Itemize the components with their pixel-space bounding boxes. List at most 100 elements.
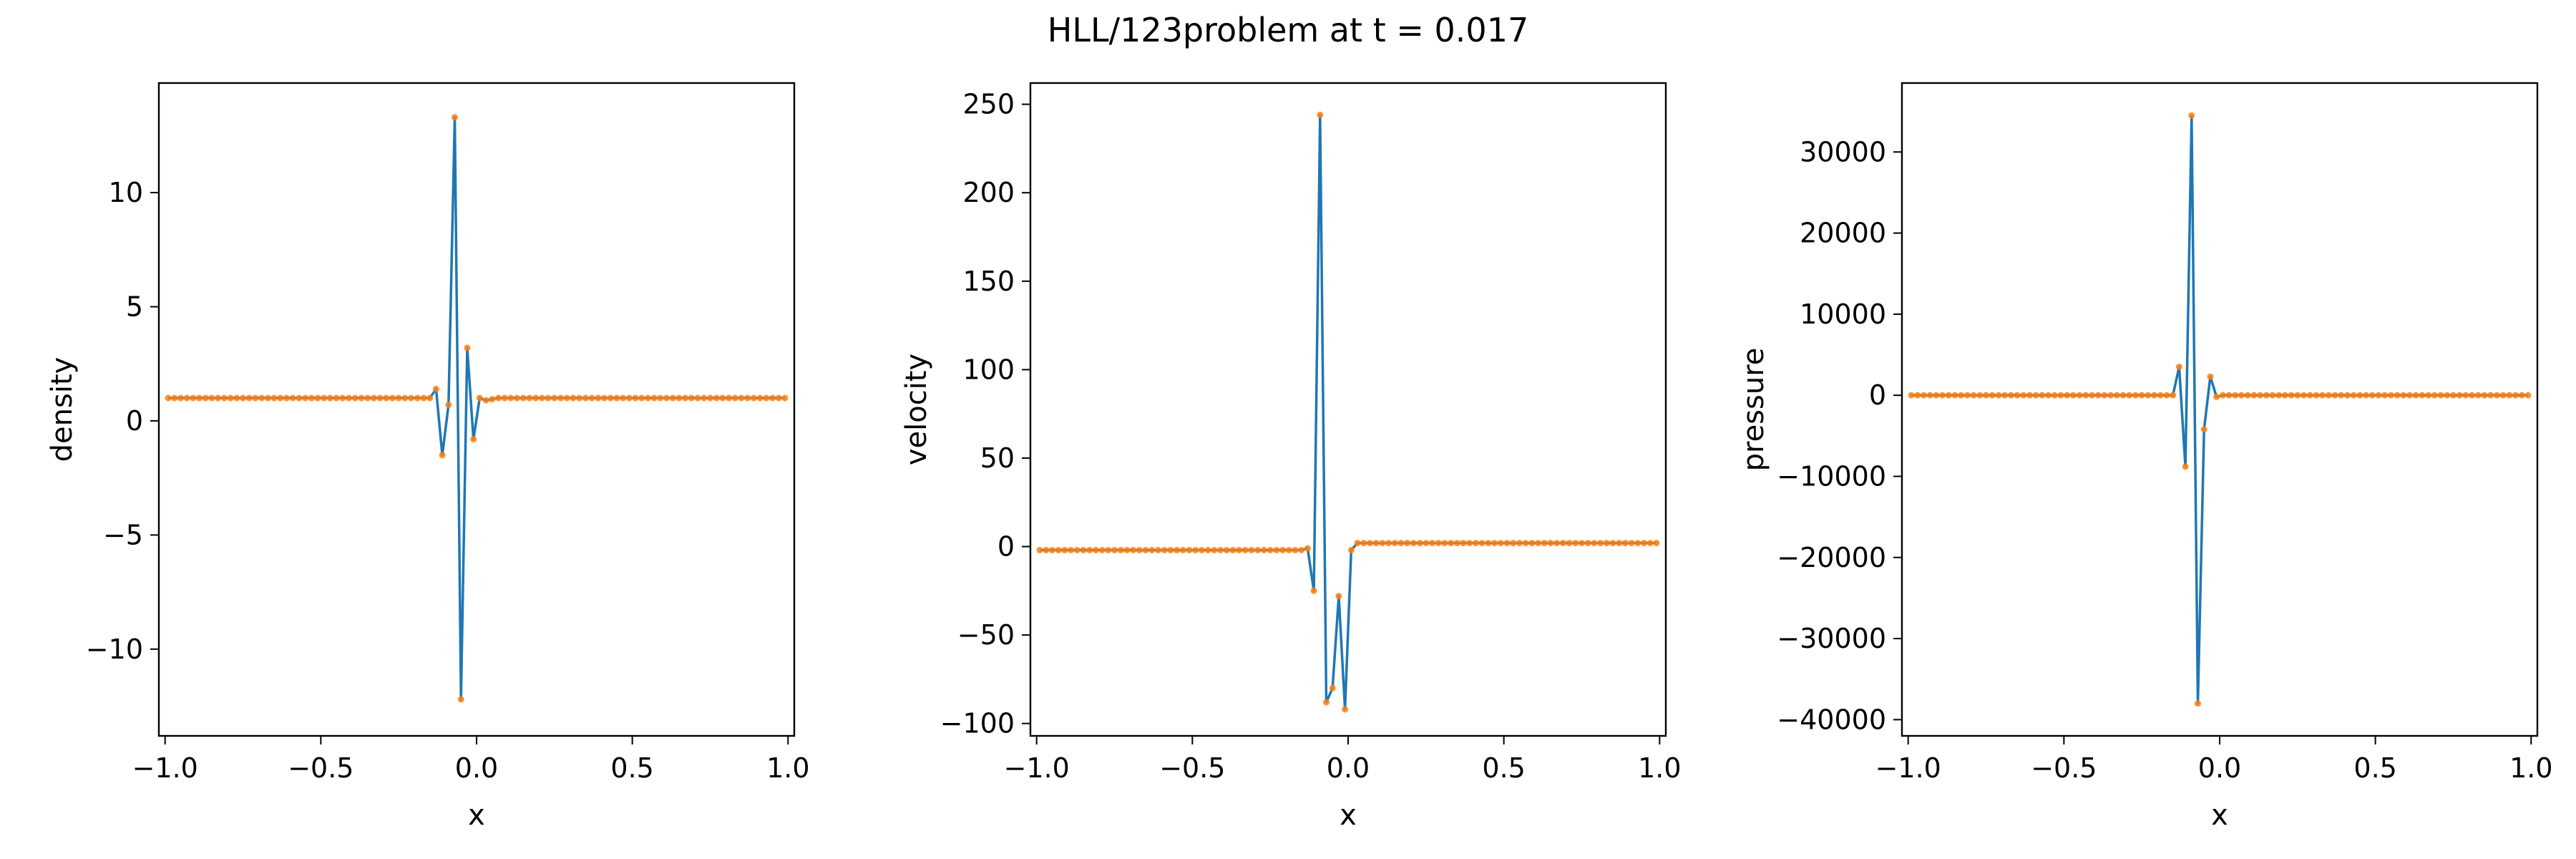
pressure-data-point	[2263, 392, 2270, 399]
pressure-data-point	[2250, 392, 2258, 399]
density-data-point	[208, 394, 215, 402]
density-data-point	[526, 394, 533, 402]
pressure-subplot: −1.0 −0.5 0.0 0.5 1.0 −40000 −30000 −20000 −1000…	[1737, 82, 2553, 832]
pressure-data-point	[2232, 392, 2239, 399]
density-data-point	[620, 394, 627, 402]
density-data-point	[694, 394, 701, 402]
velocity-data-point	[1073, 546, 1080, 553]
pressure-data-point	[2094, 392, 2102, 399]
velocity-data-point	[1478, 540, 1485, 547]
velocity-data-point	[1248, 546, 1255, 553]
density-data-point	[408, 394, 415, 402]
velocity-data-point	[1329, 684, 1336, 691]
density-data-point	[519, 394, 527, 402]
density-data-point	[756, 394, 763, 402]
velocity-data-point	[1198, 546, 1205, 553]
pressure-data-point	[2200, 426, 2207, 433]
pressure-data-point	[2195, 700, 2202, 707]
density-data-point	[252, 394, 259, 402]
density-data-point	[414, 394, 421, 402]
velocity-data-point	[1142, 546, 1149, 553]
velocity-data-point	[1510, 540, 1517, 547]
density-data-point	[165, 394, 172, 402]
pressure-data-point	[2338, 392, 2345, 399]
velocity-data-point	[1317, 111, 1324, 118]
density-data-point	[258, 394, 265, 402]
pressure-data-point	[2244, 392, 2251, 399]
pressure-data-point	[1963, 392, 1971, 399]
velocity-data-point	[1416, 540, 1423, 547]
velocity-data-point	[1154, 546, 1161, 553]
density-data-point	[532, 394, 540, 402]
velocity-ytick-label: 0	[997, 531, 1015, 563]
velocity-data-point	[1217, 546, 1224, 553]
density-data-point	[370, 394, 377, 402]
velocity-xtick-label: −1.0	[1004, 752, 1070, 784]
pressure-data-point	[2481, 392, 2488, 399]
velocity-data-point	[1547, 540, 1554, 547]
density-data-point	[190, 394, 197, 402]
pressure-data-point	[2045, 392, 2052, 399]
velocity-data-point	[1641, 540, 1648, 547]
pressure-data-point	[2207, 373, 2214, 380]
velocity-data-point	[1048, 546, 1055, 553]
density-data-point	[669, 394, 676, 402]
velocity-data-point	[1174, 546, 1181, 553]
density-ytick-label: 5	[126, 291, 143, 323]
pressure-data-point	[2462, 392, 2469, 399]
velocity-data-point	[1653, 540, 1660, 547]
velocity-data-point	[1553, 540, 1561, 547]
velocity-data-point	[1497, 540, 1504, 547]
pressure-xtick-label: −1.0	[1875, 752, 1941, 784]
density-data-point	[595, 394, 602, 402]
velocity-data-point	[1410, 540, 1417, 547]
density-data-point	[333, 394, 340, 402]
density-data-point	[582, 394, 589, 402]
density-data-point	[688, 394, 695, 402]
pressure-data-point	[2089, 392, 2096, 399]
velocity-data-point	[1342, 706, 1349, 713]
pressure-data-point	[2188, 112, 2195, 119]
velocity-data-point	[1379, 540, 1386, 547]
density-data-point	[726, 394, 733, 402]
pressure-data-point	[1970, 392, 1977, 399]
velocity-data-point	[1254, 546, 1262, 553]
pressure-data-point	[2487, 392, 2494, 399]
velocity-data-point	[1584, 540, 1591, 547]
velocity-data-point	[1111, 546, 1118, 553]
pressure-data-point	[2275, 392, 2283, 399]
density-data-point	[296, 394, 303, 402]
density-data-point	[706, 394, 713, 402]
velocity-data-point	[1603, 540, 1610, 547]
velocity-data-point	[1298, 546, 1305, 553]
pressure-data-point	[2257, 392, 2264, 399]
density-data-point	[476, 394, 483, 402]
density-data-point	[215, 394, 222, 402]
pressure-data-point	[1958, 392, 1965, 399]
pressure-data-point	[2456, 392, 2463, 399]
density-ytick-label: 0	[126, 405, 143, 437]
pressure-data-point	[2163, 392, 2170, 399]
density-data-point	[489, 396, 496, 403]
density-data-point	[750, 394, 757, 402]
velocity-data-point	[1354, 540, 1361, 547]
pressure-data-point	[2051, 392, 2058, 399]
density-data-point	[763, 394, 770, 402]
pressure-ytick-label: 10000	[1800, 299, 1886, 330]
velocity-data-point	[1267, 546, 1274, 553]
density-data-point	[351, 394, 358, 402]
velocity-subplot: −1.0 −0.5 0.0 0.5 1.0 −100 −50 0 50 100 150 200 250 x…	[900, 82, 1682, 832]
density-data-point	[346, 394, 353, 402]
velocity-data-point	[1229, 546, 1236, 553]
velocity-data-point	[1491, 540, 1498, 547]
velocity-data-point	[1236, 546, 1243, 553]
pressure-data-point	[1920, 392, 1927, 399]
velocity-data-point	[1136, 546, 1143, 553]
velocity-data-point	[1130, 546, 1137, 553]
velocity-data-point	[1528, 540, 1536, 547]
pressure-data-point	[1914, 392, 1921, 399]
density-data-point	[270, 394, 278, 402]
velocity-data-point	[1597, 540, 1604, 547]
velocity-ytick-label: 50	[980, 442, 1015, 474]
density-data-point	[376, 394, 384, 402]
